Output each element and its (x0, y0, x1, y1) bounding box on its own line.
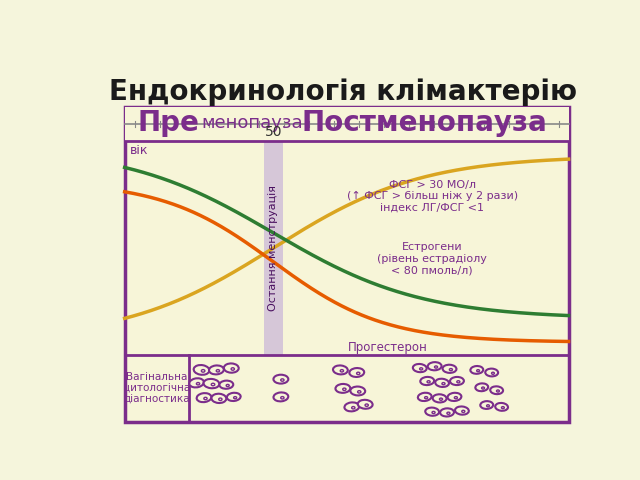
Ellipse shape (435, 366, 438, 368)
Ellipse shape (333, 365, 348, 374)
Text: 50: 50 (265, 125, 282, 139)
Ellipse shape (365, 404, 369, 407)
FancyBboxPatch shape (264, 141, 283, 355)
Ellipse shape (358, 400, 372, 409)
Ellipse shape (211, 383, 215, 386)
Ellipse shape (450, 377, 464, 385)
Ellipse shape (490, 386, 503, 394)
Ellipse shape (442, 383, 445, 385)
Ellipse shape (219, 398, 222, 400)
Ellipse shape (428, 362, 442, 370)
Ellipse shape (482, 387, 484, 389)
Text: Остання менструація: Остання менструація (268, 185, 278, 311)
Ellipse shape (425, 408, 439, 416)
Ellipse shape (497, 390, 499, 392)
Ellipse shape (358, 391, 361, 393)
Ellipse shape (420, 368, 422, 370)
Ellipse shape (440, 398, 442, 400)
Ellipse shape (351, 407, 355, 409)
Ellipse shape (440, 408, 454, 417)
Ellipse shape (196, 393, 211, 402)
FancyBboxPatch shape (125, 108, 568, 141)
Ellipse shape (454, 396, 458, 399)
Text: менопауза: менопауза (202, 114, 303, 132)
Ellipse shape (470, 366, 483, 374)
Ellipse shape (227, 393, 241, 401)
Ellipse shape (485, 369, 498, 376)
Ellipse shape (486, 405, 490, 407)
Ellipse shape (209, 365, 224, 374)
Ellipse shape (204, 397, 207, 400)
Ellipse shape (273, 393, 288, 401)
Ellipse shape (495, 403, 508, 411)
Text: вік: вік (129, 144, 148, 157)
Ellipse shape (194, 365, 209, 375)
Ellipse shape (335, 384, 350, 393)
Text: ФСГ > 30 МО/л
(↑ ФСГ > більш ніж у 2 рази)
індекс ЛГ/ФСГ <1: ФСГ > 30 МО/л (↑ ФСГ > більш ніж у 2 раз… (347, 180, 518, 213)
Ellipse shape (457, 381, 460, 383)
Ellipse shape (231, 368, 234, 370)
Ellipse shape (340, 370, 344, 372)
Ellipse shape (234, 396, 237, 399)
FancyBboxPatch shape (125, 108, 568, 421)
Ellipse shape (224, 363, 239, 372)
Ellipse shape (220, 381, 233, 389)
Ellipse shape (344, 402, 359, 411)
Ellipse shape (447, 412, 450, 414)
Ellipse shape (435, 379, 449, 387)
Ellipse shape (418, 393, 431, 401)
Ellipse shape (226, 384, 229, 386)
Ellipse shape (281, 396, 284, 399)
Ellipse shape (420, 377, 434, 385)
Ellipse shape (349, 368, 364, 377)
Ellipse shape (196, 383, 200, 385)
Ellipse shape (189, 378, 204, 387)
Ellipse shape (204, 379, 220, 388)
Ellipse shape (216, 370, 220, 372)
Ellipse shape (356, 372, 360, 374)
Ellipse shape (202, 370, 205, 372)
Ellipse shape (502, 407, 504, 408)
Text: Ендокринологія клімактерію: Ендокринологія клімактерію (109, 78, 577, 106)
Ellipse shape (480, 401, 493, 409)
Text: Постменопауза: Постменопауза (302, 109, 548, 137)
Ellipse shape (433, 394, 447, 402)
Ellipse shape (455, 407, 469, 415)
Text: Естрогени
(рівень естрадіолу
< 80 пмоль/л): Естрогени (рівень естрадіолу < 80 пмоль/… (377, 242, 487, 276)
Ellipse shape (443, 365, 456, 373)
Ellipse shape (413, 364, 427, 372)
Ellipse shape (350, 386, 365, 396)
Ellipse shape (476, 384, 488, 391)
Ellipse shape (492, 372, 494, 374)
Ellipse shape (343, 388, 346, 390)
Ellipse shape (462, 410, 465, 412)
Text: Прогестерон: Прогестерон (348, 341, 428, 354)
Ellipse shape (281, 379, 284, 381)
Ellipse shape (477, 370, 479, 372)
Text: Пре: Пре (137, 109, 199, 137)
Ellipse shape (211, 394, 227, 403)
Ellipse shape (447, 393, 461, 401)
Ellipse shape (432, 411, 435, 414)
Text: Вагінальна
цитологічна
діагностика: Вагінальна цитологічна діагностика (124, 372, 191, 405)
Ellipse shape (449, 369, 452, 371)
Ellipse shape (424, 396, 428, 399)
Ellipse shape (427, 381, 430, 383)
Ellipse shape (273, 375, 288, 384)
